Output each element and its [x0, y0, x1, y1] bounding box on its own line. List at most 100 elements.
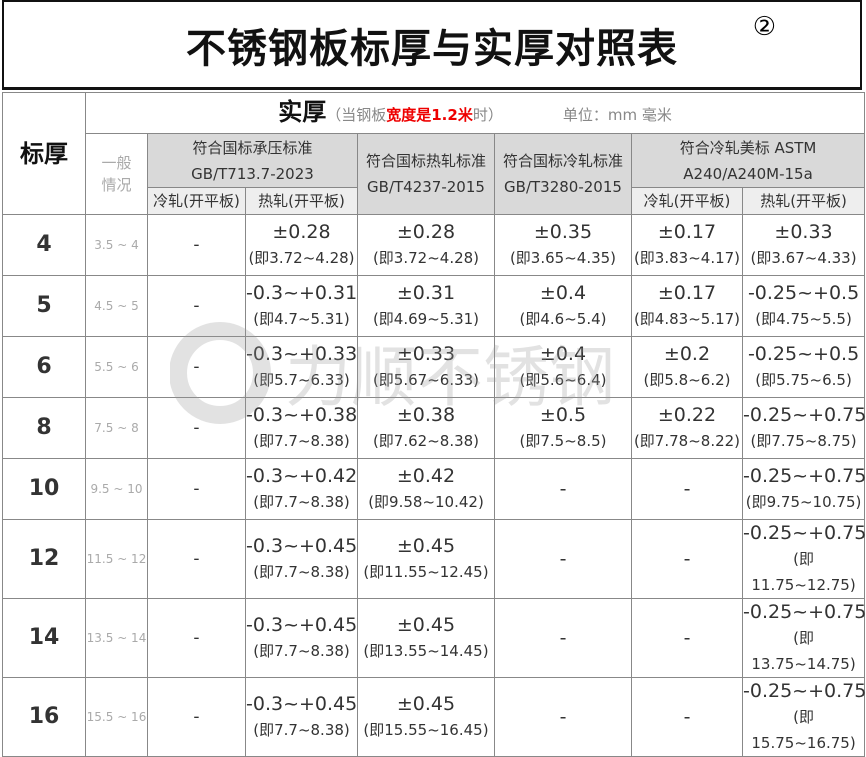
c3-cell: - [494, 677, 632, 757]
tolerance: - [559, 627, 567, 649]
tolerance: ±0.28 [396, 221, 456, 243]
range: (即3.72~4.28) [248, 249, 355, 267]
h2-cell: ±0.33 (即5.67~6.33) [357, 336, 495, 398]
table-row: 8 7.5 ~ 8- -0.3~+0.38 (即7.7~8.38) ±0.38 (即7.6… [2, 397, 866, 459]
tolerance: ±0.31 [396, 282, 456, 304]
nominal-cell: 12 [2, 519, 86, 599]
h2-cell: ±0.31 (即4.69~5.31) [357, 275, 495, 337]
general-cell: 5.5 ~ 6 [85, 336, 148, 398]
general-cell: 7.5 ~ 8 [85, 397, 148, 459]
tolerance: ±0.5 [539, 404, 587, 426]
table-row: 12 11.5 ~ 12- -0.3~+0.45 (即7.7~8.38) ±0.45 (即… [2, 519, 866, 599]
a1-cell: ±0.17 (即4.83~5.17) [631, 275, 743, 337]
nominal-cell: 14 [2, 598, 86, 678]
a1-cell: - [631, 677, 743, 757]
a1-cell: ±0.22 (即7.78~8.22) [631, 397, 743, 459]
tolerance: -0.3~+0.45 [246, 614, 358, 636]
a1-cell: ±0.2 (即5.8~6.2) [631, 336, 743, 398]
h1-cell: -0.3~+0.45 (即7.7~8.38) [245, 677, 358, 757]
a2-cell: -0.25~+0.75 (即15.75~16.75) [741, 677, 866, 757]
h2-cell: ±0.45 (即13.55~14.45) [357, 598, 495, 678]
general-cell: 3.5 ~ 4 [85, 214, 148, 276]
tolerance: -0.25~+0.75 [743, 522, 866, 544]
range: (即3.83~4.17) [633, 249, 741, 267]
tolerance: -0.3~+0.33 [246, 343, 358, 365]
tolerance: - [559, 706, 567, 728]
std1-name: 符合国标承压标准 [192, 138, 313, 157]
range: (即7.7~8.38) [253, 563, 350, 581]
std4-code: A240/A240M-15a [683, 164, 813, 183]
range: (即7.5~8.5) [519, 432, 607, 450]
h2-cell: ±0.42 (即9.58~10.42) [357, 458, 495, 520]
tolerance: -0.25~+0.75 [743, 601, 866, 623]
std1-cold-cell: - [147, 397, 246, 459]
tolerance: ±0.45 [396, 693, 456, 715]
range: (即5.75~6.5) [755, 371, 852, 389]
tolerance: ±0.28 [272, 221, 331, 243]
a1-cell: - [631, 598, 743, 678]
std1-cold-header: 冷轧(开平板) [147, 187, 246, 215]
range: (即4.69~5.31) [372, 310, 480, 328]
h2-cell: ±0.45 (即15.55~16.45) [357, 677, 495, 757]
c3-cell: ±0.5 (即7.5~8.5) [494, 397, 632, 459]
table-row: 14 13.5 ~ 14- -0.3~+0.45 (即7.7~8.38) ±0.45 (即… [2, 598, 866, 678]
range: (即7.7~8.38) [253, 721, 350, 739]
tolerance: -0.3~+0.38 [246, 404, 358, 426]
general-cell: 11.5 ~ 12 [85, 519, 148, 599]
std3-code: GB/T3280-2015 [504, 178, 622, 196]
h1-cell: -0.3~+0.45 (即7.7~8.38) [245, 598, 358, 678]
table-row: 10 9.5 ~ 10- -0.3~+0.42 (即7.7~8.38) ±0.42 (即9… [2, 458, 866, 520]
note-open: （当钢板 [326, 105, 387, 124]
std2-code: GB/T4237-2015 [367, 178, 485, 196]
tolerance: ±0.42 [396, 465, 456, 487]
tolerance: ±0.2 [663, 343, 711, 365]
table-row: 6 5.5 ~ 6- -0.3~+0.33 (即5.7~6.33) ±0.33 (即5.6… [2, 336, 866, 398]
std2-name: 符合国标热轧标准 [365, 152, 486, 170]
h1-cell: -0.3~+0.33 (即5.7~6.33) [245, 336, 358, 398]
range: (即13.75~14.75) [751, 629, 856, 673]
tolerance: ±0.35 [533, 221, 593, 243]
nominal-cell: 5 [2, 275, 86, 337]
tolerance: -0.3~+0.45 [246, 693, 358, 715]
table-row: 4 3.5 ~ 4- ±0.28 (即3.72~4.28) ±0.28 (即3.72~4.… [2, 214, 866, 276]
h1-cell: -0.3~+0.42 (即7.7~8.38) [245, 458, 358, 520]
tolerance: ±0.22 [657, 404, 717, 426]
range: (即7.7~8.38) [253, 432, 350, 450]
table-row: 5 4.5 ~ 5- -0.3~+0.31 (即4.7~5.31) ±0.31 (即4.6… [2, 275, 866, 337]
std1-hot-header: 热轧(开平板) [245, 187, 358, 215]
std4-cold-header: 冷轧(开平板) [631, 187, 743, 215]
tolerance: -0.3~+0.42 [246, 465, 358, 487]
tolerance: ±0.17 [657, 221, 717, 243]
tolerance: ±0.45 [396, 614, 456, 636]
general-label: 一般情况 [101, 154, 132, 194]
tolerance: ±0.38 [396, 404, 456, 426]
general-cell: 4.5 ~ 5 [85, 275, 148, 337]
range: (即4.75~5.5) [755, 310, 852, 328]
range: (即7.62~8.38) [372, 432, 480, 450]
a1-cell: - [631, 458, 743, 520]
std1-cold-cell: - [147, 275, 246, 337]
general-header: 一般情况 [85, 133, 148, 215]
std1-cold-cell: - [147, 458, 246, 520]
tolerance: ±0.17 [657, 282, 717, 304]
h2-cell: ±0.28 (即3.72~4.28) [357, 214, 495, 276]
title-badge: ② [752, 12, 776, 42]
tolerance: ±0.4 [539, 282, 587, 304]
h1-cell: -0.3~+0.38 (即7.7~8.38) [245, 397, 358, 459]
c3-cell: - [494, 458, 632, 520]
std1-cold-cell: - [147, 519, 246, 599]
range: (即3.72~4.28) [372, 249, 480, 267]
a2-cell: ±0.33 (即3.67~4.33) [741, 214, 866, 276]
range: (即15.75~16.75) [751, 708, 856, 752]
std3-header: 符合国标冷轧标准 GB/T3280-2015 [494, 133, 632, 215]
range: (即13.55~14.45) [363, 642, 489, 660]
c3-cell: - [494, 519, 632, 599]
std1-cold-cell: - [147, 336, 246, 398]
tolerance: -0.25~+0.75 [743, 465, 866, 487]
nominal-header: 标厚 [2, 92, 86, 215]
range: (即15.55~16.45) [363, 721, 489, 739]
tolerance: - [683, 627, 691, 649]
h2-cell: ±0.38 (即7.62~8.38) [357, 397, 495, 459]
range: (即7.7~8.38) [253, 642, 350, 660]
range: (即4.7~5.31) [253, 310, 350, 328]
